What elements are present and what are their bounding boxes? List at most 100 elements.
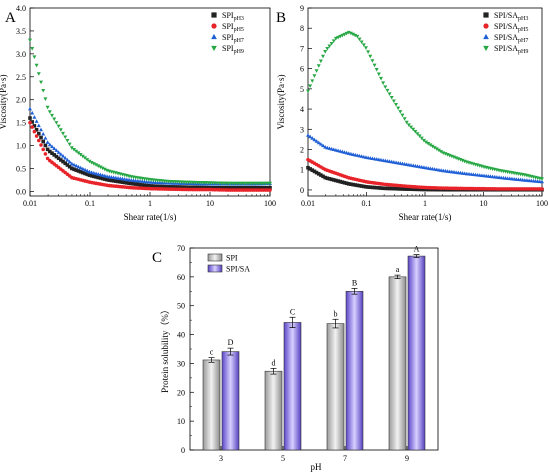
data-point [308,134,313,139]
data-point [372,185,377,190]
data-point [67,142,72,147]
data-point [340,33,345,38]
y-tick-label: 4 [300,105,304,114]
data-point [364,185,368,189]
data-point [52,153,57,157]
significance-letter: a [396,265,400,274]
y-tick-label: 1.0 [16,142,26,151]
data-point [56,150,61,154]
data-point [310,79,315,83]
data-point [78,170,83,174]
data-point [359,40,364,45]
data-point [50,144,54,149]
data-point [415,187,420,192]
data-point [331,178,336,182]
y-tick-label: 50 [177,302,185,311]
data-point [54,148,59,152]
data-point [43,136,48,140]
data-point [329,177,334,182]
legend-swatch [207,264,223,273]
legend-series-subscript: pH3 [518,16,528,22]
series-ph3 [28,116,272,190]
data-point [376,72,381,77]
data-point [28,38,32,43]
data-point [385,88,390,93]
legend-marker [211,45,217,52]
data-point [94,175,98,179]
data-point [76,169,81,173]
data-point [434,147,439,152]
data-point [366,185,370,189]
data-point [316,172,321,176]
y-tick-label: 2.0 [16,96,26,105]
series-ph7 [306,133,544,184]
data-point [372,63,377,68]
y-tick-label: 2 [300,146,304,155]
data-point [58,152,63,156]
y-tick-label: 2.5 [16,73,26,82]
data-point [87,159,92,164]
data-point [96,164,101,168]
data-point [100,173,105,177]
data-point [72,162,77,167]
data-point [144,183,149,188]
series-ph9 [306,30,544,181]
data-point [308,84,313,88]
data-point [387,92,392,96]
data-point [114,179,118,183]
data-point [430,187,435,192]
data-point [383,85,388,89]
data-point [164,184,169,189]
series-ph5 [306,157,544,191]
data-point [91,162,96,166]
data-point [50,151,54,155]
legend-entry: SPI/SApH7 [494,33,528,44]
legend-series-name: SPI/SA [494,33,518,42]
data-point [406,123,411,127]
data-point [404,187,409,191]
x-tick-label: 0.01 [301,199,315,208]
legend-marker [483,12,489,18]
data-point [89,173,94,178]
x-tick-label: 7 [343,454,347,463]
data-point [41,88,46,93]
data-point [98,172,103,177]
data-point [151,184,156,188]
legend-series-name: SPI/SA [494,11,518,20]
x-tick-label: 5 [281,454,285,463]
data-point [426,142,431,146]
x-tick-label: 100 [536,199,548,208]
data-point [321,54,326,59]
data-point [374,68,379,72]
data-point [316,140,321,145]
legend-series-name: SPI [222,22,234,31]
data-point [215,185,219,190]
significance-letter: c [210,348,214,357]
data-point [402,117,407,121]
data-point [76,151,81,155]
data-point [45,140,50,144]
data-point [43,143,48,148]
data-point [116,179,120,184]
significance-letter: A [414,245,420,254]
data-point [417,134,422,139]
data-point [325,176,330,181]
legend-entry: SPIpH7 [222,33,244,44]
data-point [171,185,175,189]
data-point [63,161,68,166]
data-point [52,146,57,151]
data-point [230,185,235,190]
data-point [353,33,358,38]
data-point [407,187,411,191]
data-point [377,186,381,190]
significance-letter: C [290,307,295,316]
data-point [30,120,35,124]
data-point [351,32,356,37]
data-point [368,54,373,59]
panel-letter-b: B [276,10,286,26]
data-point [98,176,103,180]
data-point [74,163,79,168]
data-point [413,129,418,134]
data-point [540,177,544,181]
data-point [389,186,394,191]
